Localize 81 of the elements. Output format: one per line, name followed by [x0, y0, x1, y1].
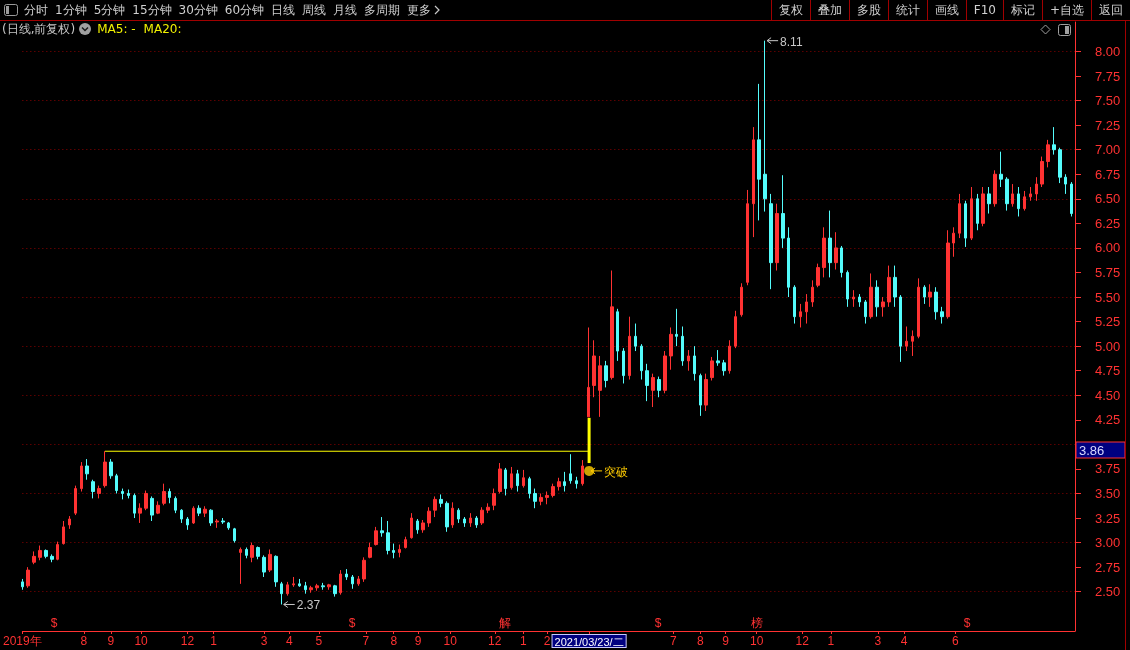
text: 多周期 — [364, 2, 401, 19]
x-tick-label: 4 — [900, 634, 908, 648]
text: 周线 — [302, 2, 327, 19]
y-tick-label: 4.50 — [1095, 387, 1121, 403]
text: 分时 — [24, 2, 48, 19]
text: 30分钟 — [178, 2, 218, 19]
annotation: 2.37 — [296, 598, 321, 613]
text: 5分钟 — [93, 2, 126, 19]
y-tick-label: 7.25 — [1095, 117, 1121, 133]
y-tick-label: 6.25 — [1095, 215, 1121, 231]
x-tick-label: 1 — [827, 634, 835, 648]
x-tick-label: 7 — [362, 634, 370, 648]
x-tick-label: 10 — [443, 634, 458, 648]
text: +自选 — [1041, 0, 1091, 20]
annotation: $ — [963, 616, 971, 630]
y-tick-label: 2.50 — [1095, 584, 1121, 600]
x-tick-label: 8 — [390, 634, 398, 648]
x-tick-label: 1 — [520, 634, 528, 648]
y-tick-label: 7.00 — [1095, 142, 1121, 158]
x-tick-label: 3 — [260, 634, 268, 648]
y-tick-label: 5.75 — [1095, 264, 1121, 280]
text: 月线 — [333, 2, 358, 19]
x-tick-label: 9 — [107, 634, 115, 648]
x-tick-label: 3 — [874, 634, 882, 648]
y-tick-label: 7.75 — [1095, 68, 1121, 84]
y-tick-label: 3.00 — [1095, 535, 1121, 551]
y-tick-label: 4.25 — [1095, 412, 1121, 428]
text: F10 — [965, 0, 1003, 20]
x-tick-label: 2 — [543, 634, 551, 648]
y-tick-label: 8.00 — [1095, 43, 1121, 59]
x-tick-label: 12 — [795, 634, 810, 648]
x-tick-label: 6 — [952, 634, 960, 648]
text: 多股 — [848, 0, 888, 20]
x-tick-label: 2021/03/23/二 — [554, 635, 624, 648]
annotation: MA20: — [143, 22, 182, 36]
x-tick-label: 8 — [696, 634, 704, 648]
x-tick-label: 12 — [488, 634, 502, 648]
x-tick-label: 9 — [414, 634, 422, 648]
x-tick-label: 1 — [210, 634, 218, 648]
x-tick-label: 12 — [180, 634, 195, 648]
y-tick-label: 3.25 — [1095, 510, 1121, 526]
text: 60分钟 — [224, 2, 265, 19]
text: 更多 — [407, 2, 432, 19]
annotation: $ — [348, 616, 356, 630]
annotation: 解 — [499, 616, 511, 630]
text: 复权 — [770, 0, 810, 20]
x-tick-label: 7 — [669, 634, 677, 648]
y-tick-label: 5.50 — [1095, 289, 1121, 305]
text: 日线 — [271, 2, 296, 19]
text: 叠加 — [809, 0, 849, 20]
y-tick-label: 3.50 — [1095, 485, 1121, 501]
annotation: 榜 — [751, 616, 763, 630]
text: 15分钟 — [132, 2, 172, 19]
annotation: $ — [50, 616, 58, 630]
x-tick-label: 10 — [750, 634, 764, 648]
annotation: MA5: - — [97, 22, 136, 36]
annotation: $ — [654, 616, 662, 630]
x-tick-label: 10 — [134, 634, 149, 648]
text: 标记 — [1002, 0, 1042, 20]
x-tick-label: 8 — [80, 634, 88, 648]
text: 返回 — [1091, 0, 1130, 20]
y-tick-label: 3.75 — [1095, 461, 1121, 477]
x-tick-label: 2019年 — [3, 634, 42, 648]
text: 统计 — [887, 0, 927, 20]
text: 3.86 — [1079, 442, 1105, 458]
x-tick-label: 9 — [722, 634, 730, 648]
y-tick-label: 5.00 — [1095, 338, 1121, 354]
text: 画线 — [926, 0, 966, 20]
annotation: 突破 — [604, 464, 629, 479]
y-tick-label: 6.50 — [1095, 191, 1121, 207]
y-tick-label: 2.75 — [1095, 559, 1121, 575]
chart-title: (日线,前复权) — [2, 20, 76, 38]
y-tick-label: 6.75 — [1095, 166, 1121, 182]
y-tick-label: 7.50 — [1095, 93, 1121, 109]
x-tick-label: 4 — [285, 634, 293, 648]
y-tick-label: 6.00 — [1095, 240, 1121, 256]
y-tick-label: 5.25 — [1095, 314, 1121, 330]
text: 1分钟 — [55, 2, 87, 19]
x-tick-label: 5 — [315, 634, 323, 648]
annotation: 8.11 — [780, 34, 803, 49]
y-tick-label: 4.75 — [1095, 363, 1121, 379]
